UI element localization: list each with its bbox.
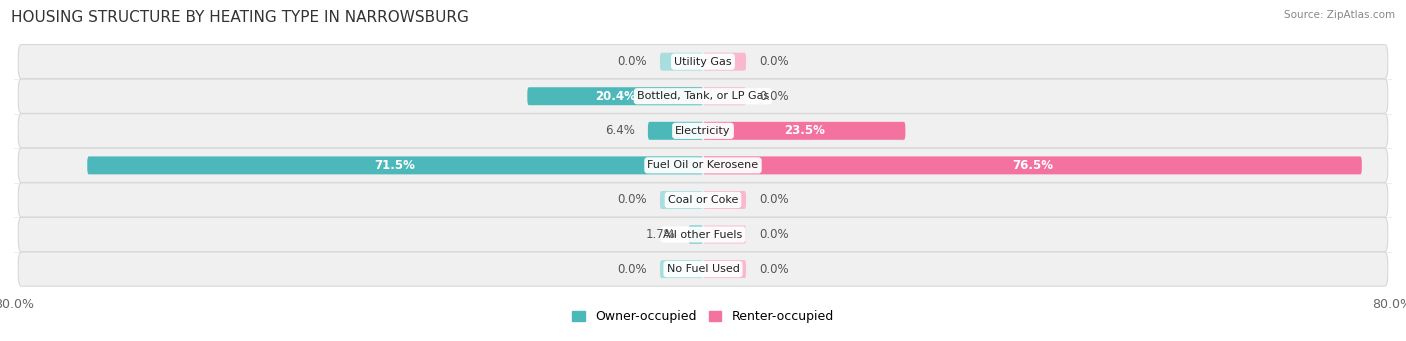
Text: No Fuel Used: No Fuel Used [666,264,740,274]
FancyBboxPatch shape [703,157,1362,174]
FancyBboxPatch shape [18,218,1388,252]
FancyBboxPatch shape [18,79,1388,113]
FancyBboxPatch shape [648,122,703,140]
Text: Source: ZipAtlas.com: Source: ZipAtlas.com [1284,10,1395,20]
Text: 0.0%: 0.0% [617,263,647,276]
FancyBboxPatch shape [18,45,1388,79]
Text: 0.0%: 0.0% [617,55,647,68]
Legend: Owner-occupied, Renter-occupied: Owner-occupied, Renter-occupied [568,306,838,328]
FancyBboxPatch shape [87,157,703,174]
FancyBboxPatch shape [703,53,747,71]
Text: 20.4%: 20.4% [595,90,636,103]
FancyBboxPatch shape [703,225,747,243]
FancyBboxPatch shape [659,260,703,278]
FancyBboxPatch shape [659,53,703,71]
FancyBboxPatch shape [18,183,1388,217]
Text: HOUSING STRUCTURE BY HEATING TYPE IN NARROWSBURG: HOUSING STRUCTURE BY HEATING TYPE IN NAR… [11,10,470,25]
FancyBboxPatch shape [703,87,747,105]
Text: Electricity: Electricity [675,126,731,136]
FancyBboxPatch shape [659,191,703,209]
Text: Coal or Coke: Coal or Coke [668,195,738,205]
FancyBboxPatch shape [703,191,747,209]
Text: 71.5%: 71.5% [374,159,416,172]
Text: 1.7%: 1.7% [645,228,675,241]
Text: 0.0%: 0.0% [759,55,789,68]
Text: Fuel Oil or Kerosene: Fuel Oil or Kerosene [647,160,759,170]
Text: 6.4%: 6.4% [605,124,636,137]
Text: 76.5%: 76.5% [1012,159,1053,172]
FancyBboxPatch shape [18,148,1388,182]
Text: Bottled, Tank, or LP Gas: Bottled, Tank, or LP Gas [637,91,769,101]
Text: 0.0%: 0.0% [759,90,789,103]
FancyBboxPatch shape [703,122,905,140]
FancyBboxPatch shape [18,252,1388,286]
Text: Utility Gas: Utility Gas [675,57,731,66]
FancyBboxPatch shape [18,114,1388,148]
Text: 23.5%: 23.5% [783,124,825,137]
FancyBboxPatch shape [703,260,747,278]
FancyBboxPatch shape [527,87,703,105]
Text: 0.0%: 0.0% [617,193,647,206]
FancyBboxPatch shape [689,225,703,243]
Text: 0.0%: 0.0% [759,193,789,206]
Text: 0.0%: 0.0% [759,263,789,276]
Text: All other Fuels: All other Fuels [664,229,742,239]
Text: 0.0%: 0.0% [759,228,789,241]
